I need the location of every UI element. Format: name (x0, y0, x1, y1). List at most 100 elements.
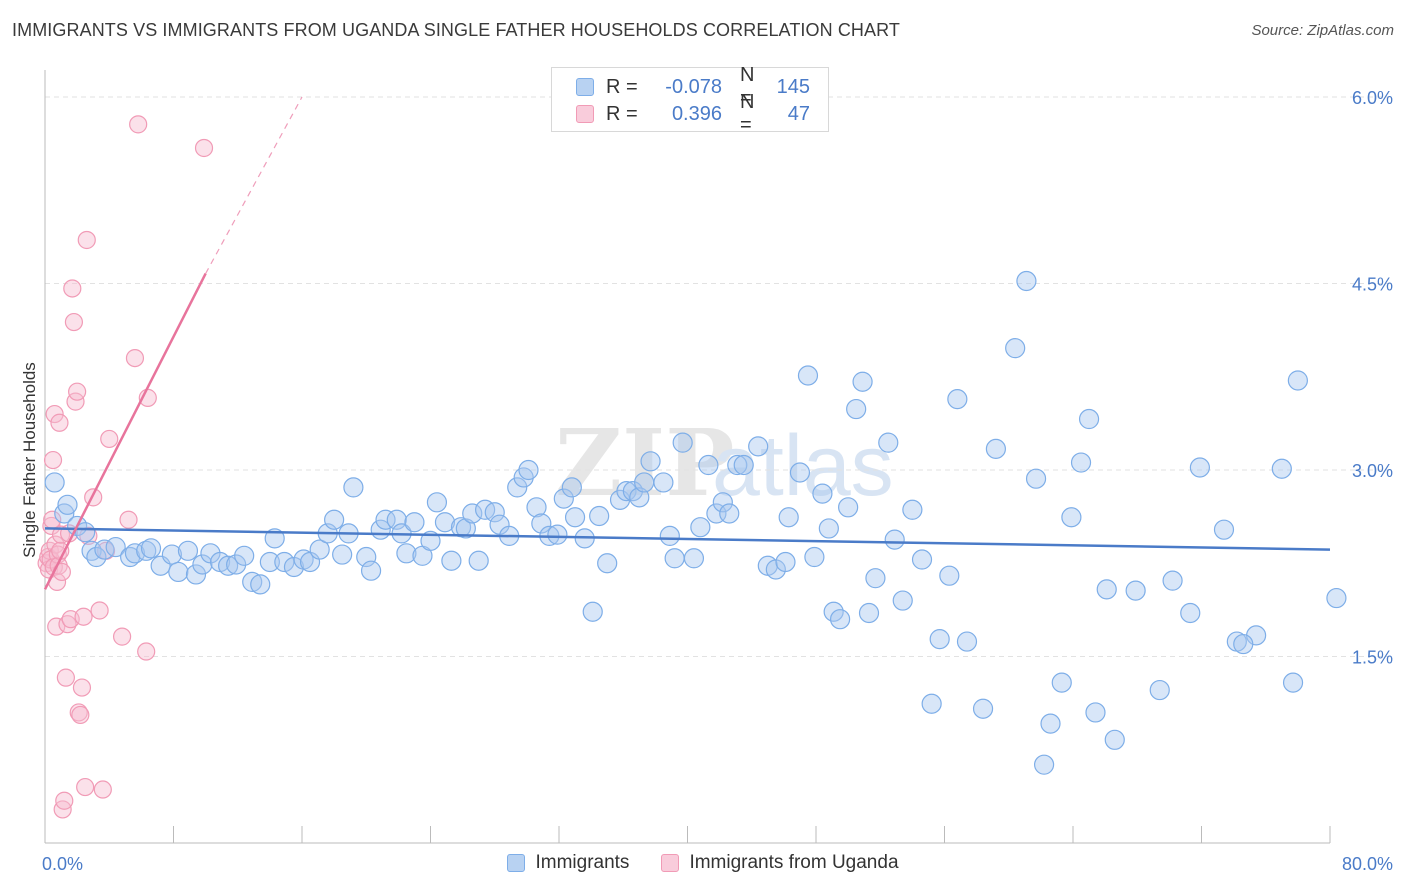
immigrants-point (582, 601, 603, 622)
immigrants-point (324, 509, 345, 530)
immigrants-point (192, 554, 213, 575)
immigrants-point (712, 492, 733, 513)
immigrants-point (1005, 338, 1026, 359)
immigrants-point (44, 472, 65, 493)
uganda-trend-line (43, 272, 207, 590)
immigrants-point (829, 609, 851, 630)
uganda-point (47, 617, 66, 636)
uganda-point (112, 627, 132, 646)
immigrants-point (1104, 729, 1125, 750)
uganda-point (56, 668, 75, 687)
immigrants-point (441, 550, 462, 571)
immigrants-point (343, 477, 364, 498)
y-tick-label: 4.5% (1352, 275, 1393, 295)
immigrants-point (911, 549, 933, 570)
immigrants-point (375, 509, 396, 530)
stats-row-uganda: R = 0.396 N = 47 (576, 91, 810, 136)
immigrants-point (589, 505, 610, 527)
immigrants-point (218, 555, 239, 576)
uganda-point (58, 615, 77, 634)
immigrants-point (1085, 702, 1106, 723)
y-tick-label: 1.5% (1352, 648, 1393, 668)
immigrants-point (259, 551, 280, 573)
immigrants-point (865, 568, 886, 589)
immigrants-point (105, 536, 126, 558)
immigrants-point (629, 487, 650, 508)
immigrants-point (892, 590, 913, 611)
immigrants-points (44, 270, 1347, 775)
immigrants-point (1078, 408, 1100, 430)
immigrants-point (939, 565, 960, 586)
x-tick-label-min: 0.0% (42, 854, 83, 874)
immigrants-point (484, 502, 505, 523)
immigrants-point (812, 483, 833, 504)
immigrants-point (789, 462, 811, 483)
uganda-trend-extension (205, 96, 303, 274)
immigrants-point (929, 628, 950, 650)
uganda-point (77, 230, 96, 250)
tick-labels: 1.5% 3.0% 4.5% 6.0% 0.0% 80.0% (42, 88, 1393, 874)
immigrants-point (1070, 452, 1092, 473)
immigrants-point (616, 481, 637, 502)
immigrants-point (168, 561, 189, 583)
immigrants-point (462, 503, 483, 524)
immigrants-trend-line (44, 527, 1331, 551)
grid-lines (45, 96, 1392, 657)
immigrants-point (360, 560, 382, 581)
immigrants-point (672, 432, 693, 453)
immigrants-point (733, 454, 754, 476)
uganda-point (119, 510, 138, 529)
immigrants-point (838, 497, 859, 518)
immigrants-point (1162, 570, 1183, 591)
legend-item-uganda[interactable]: Immigrants from Uganda (661, 852, 899, 874)
immigrants-point (161, 544, 182, 565)
immigrants-point (804, 546, 825, 568)
x-tick-label-max: 80.0% (1342, 854, 1393, 874)
legend-item-immigrants[interactable]: Immigrants (507, 852, 629, 874)
immigrants-point (1051, 672, 1072, 693)
immigrants-point (518, 459, 539, 481)
legend-label: Immigrants from Uganda (689, 852, 899, 873)
immigrants-point (797, 365, 819, 386)
immigrants-point (1033, 754, 1055, 775)
immigrants-point (553, 488, 574, 509)
immigrants-point (1287, 370, 1308, 391)
uganda-point (100, 429, 119, 449)
watermark-zip: ZIP (555, 409, 734, 517)
chart-title: IMMIGRANTS VS IMMIGRANTS FROM UGANDA SIN… (12, 20, 900, 40)
legend-label: Immigrants (535, 852, 630, 873)
legend-swatch-blue (576, 78, 594, 96)
uganda-point (72, 678, 92, 697)
immigrants-point (985, 438, 1007, 459)
uganda-point (50, 413, 69, 432)
immigrants-point (547, 524, 568, 545)
legend-swatch-blue (507, 854, 526, 872)
immigrants-point (818, 518, 839, 539)
n-label: N = (740, 64, 755, 109)
immigrants-point (86, 546, 107, 568)
immigrants-point (1016, 270, 1037, 292)
watermark: ZIP atlas (555, 409, 894, 517)
uganda-point (63, 279, 82, 298)
immigrants-point (947, 389, 968, 410)
source-label: Source: ZipAtlas.com (1251, 22, 1394, 39)
immigrants-point (972, 698, 994, 719)
y-tick-label: 6.0% (1352, 88, 1393, 108)
uganda-point (74, 607, 93, 626)
immigrants-point (748, 436, 769, 457)
r-label: R = (606, 75, 638, 98)
immigrants-point (956, 631, 978, 652)
immigrants-point (531, 513, 552, 534)
uganda-point (137, 642, 156, 661)
immigrants-point (659, 525, 680, 546)
legend-swatch-pink (661, 854, 680, 872)
immigrants-point (75, 522, 96, 543)
immigrants-point (434, 512, 456, 533)
uganda-point (194, 138, 214, 158)
immigrants-point (1040, 713, 1061, 734)
immigrants-point (564, 507, 586, 528)
immigrants-point (1149, 679, 1170, 701)
immigrants-point (526, 497, 547, 518)
immigrants-point (561, 477, 582, 498)
uganda-point (55, 791, 74, 810)
